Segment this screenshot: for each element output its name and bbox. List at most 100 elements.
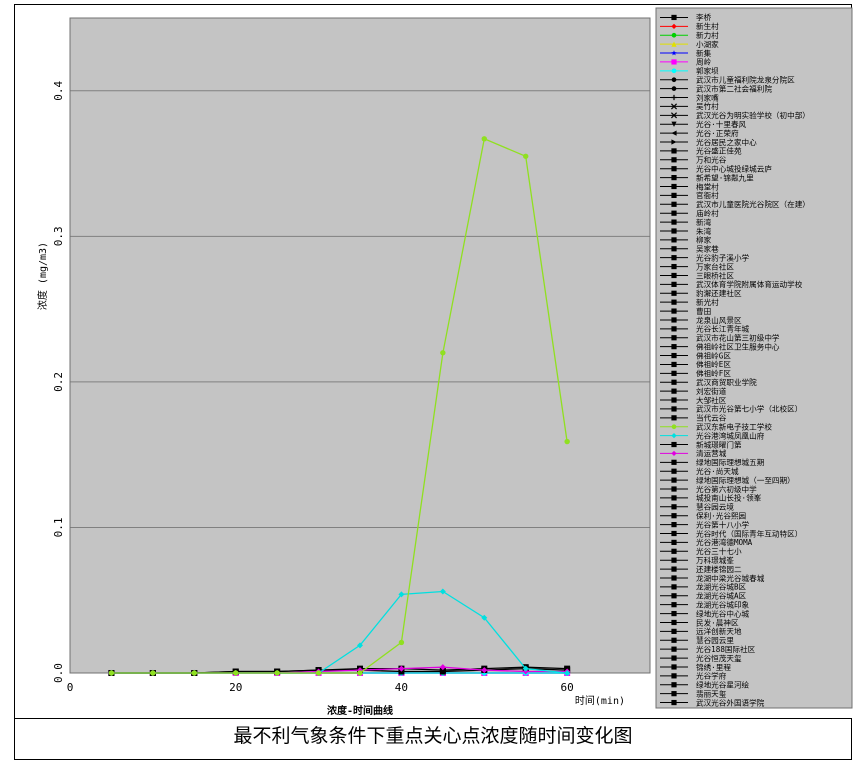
legend-item: 曹田 bbox=[660, 306, 711, 316]
legend-item: 官衙村 bbox=[660, 190, 719, 200]
legend-item: 光谷港湾城凤凰山府 bbox=[660, 430, 765, 440]
legend-marker bbox=[671, 575, 677, 581]
legend-marker bbox=[671, 441, 677, 448]
chart-title: 浓度-时间曲线 bbox=[327, 704, 393, 717]
legend-marker bbox=[671, 192, 677, 198]
legend-item: 光谷盛正佳苑 bbox=[660, 146, 742, 156]
data-point bbox=[108, 670, 115, 676]
data-point bbox=[564, 438, 570, 445]
legend-label: 新湾 bbox=[696, 217, 712, 227]
legend-item: 李桥 bbox=[660, 12, 712, 22]
legend-item: 小湖家 bbox=[660, 39, 719, 49]
legend-marker bbox=[671, 344, 677, 350]
legend-label: 万家台社区 bbox=[696, 261, 734, 271]
legend-label: 吴家巷 bbox=[696, 244, 719, 254]
legend-marker bbox=[670, 112, 678, 119]
legend-marker bbox=[671, 655, 677, 661]
legend-item: 锦绣·里程 bbox=[660, 662, 731, 672]
legend-marker bbox=[671, 183, 677, 190]
legend-item: 武汉商贸职业学院 bbox=[660, 377, 757, 387]
legend-marker bbox=[671, 637, 677, 643]
legend-marker bbox=[671, 602, 677, 608]
legend-label: 李桥 bbox=[696, 12, 712, 22]
legend-item: 柳家 bbox=[660, 235, 712, 245]
legend-label: 光谷·尚天城 bbox=[696, 466, 739, 476]
legend-marker bbox=[671, 237, 677, 243]
legend-label: 吴竹村 bbox=[696, 101, 719, 111]
legend-marker bbox=[671, 59, 677, 65]
x-tick-label: 40 bbox=[395, 681, 408, 694]
legend-label: 小湖家 bbox=[696, 39, 719, 49]
legend-label: 武汉市儿童福利院龙泉分院区 bbox=[696, 75, 795, 85]
legend-item: 保利·光谷熙园 bbox=[660, 511, 746, 521]
legend-item: 万和光谷 bbox=[660, 155, 727, 165]
legend-marker bbox=[671, 263, 677, 270]
legend-item: 大邹社区 bbox=[660, 395, 727, 405]
legend-item: 武汉市花山第三初级中学 bbox=[660, 333, 780, 343]
data-point bbox=[150, 670, 156, 676]
legend-label: 光谷三十七小 bbox=[696, 546, 742, 556]
legend-marker bbox=[671, 646, 677, 652]
legend-item: 武汉市儿童医院光谷院区（在建） bbox=[660, 199, 810, 209]
legend-item: 光谷第十八小学 bbox=[660, 519, 750, 529]
legend-label: 武汉光谷为明实验学校（初中部） bbox=[696, 110, 810, 120]
legend-item: 庙岭村 bbox=[660, 208, 719, 218]
legend-item: 光谷恒茂天玺 bbox=[660, 653, 742, 663]
legend-label: 翡丽天玺 bbox=[696, 688, 727, 698]
legend-item: 光谷长江青年城 bbox=[660, 324, 750, 334]
legend-marker bbox=[671, 352, 677, 359]
legend-item: 绿地光谷中心城 bbox=[660, 608, 750, 618]
legend-label: 远洋创新天地 bbox=[696, 626, 742, 636]
legend-label: 龙湖中梁光谷城春城 bbox=[696, 573, 765, 583]
legend-label: 曹田 bbox=[696, 306, 711, 316]
legend-marker bbox=[671, 539, 677, 545]
legend-item: 武汉东新电子技工学校 bbox=[660, 422, 772, 432]
legend-label: 新希望·锦粼九里 bbox=[696, 172, 754, 182]
legend-marker bbox=[671, 397, 677, 403]
legend-marker bbox=[671, 459, 677, 465]
legend-item: 光谷第六初级中学 bbox=[660, 484, 757, 494]
legend-item: 光谷三十七小 bbox=[660, 546, 742, 556]
legend-label: 光谷居民之家中心 bbox=[696, 137, 757, 147]
legend-item: 翡丽天玺 bbox=[660, 688, 727, 698]
legend-marker bbox=[671, 584, 677, 590]
plot-panel bbox=[70, 18, 650, 673]
legend-item: 新城璟曜门第 bbox=[660, 439, 742, 449]
y-tick-label: 0.1 bbox=[52, 518, 65, 538]
legend-label: 城投南山长投·领峯 bbox=[696, 493, 762, 503]
y-tick-label: 0.0 bbox=[52, 663, 65, 683]
legend-item: 万科璟城峯 bbox=[660, 555, 734, 565]
x-tick-label: 0 bbox=[67, 681, 74, 694]
legend-item: 新光村 bbox=[660, 297, 719, 307]
legend-label: 柳家 bbox=[696, 235, 712, 245]
legend-item: 武汉市儿童福利院龙泉分院区 bbox=[660, 75, 795, 85]
x-tick-label: 60 bbox=[561, 681, 574, 694]
legend-marker bbox=[671, 281, 677, 287]
legend-label: 武汉市第二社会福利院 bbox=[696, 83, 772, 93]
legend-marker bbox=[671, 370, 677, 376]
legend-item: 龙湖光谷城A区 bbox=[660, 591, 747, 601]
legend-item: 光谷学府 bbox=[660, 671, 727, 681]
legend-item: 万家台社区 bbox=[660, 261, 734, 271]
legend-item: 武汉市第二社会福利院 bbox=[660, 83, 772, 93]
legend-marker bbox=[671, 424, 677, 430]
legend-item: 佛祖岭社区卫生服务中心 bbox=[660, 341, 780, 351]
legend-marker bbox=[671, 486, 677, 492]
legend-label: 官衙村 bbox=[696, 190, 719, 200]
legend-marker bbox=[671, 50, 677, 56]
legend-label: 民发·晨神区 bbox=[696, 617, 739, 627]
legend-item: 佛祖岭G区 bbox=[660, 350, 731, 360]
legend-label: 光谷豹子溪小学 bbox=[696, 252, 750, 262]
legend-item: 龙湖中梁光谷城春城 bbox=[660, 573, 765, 583]
legend-label: 武汉商贸职业学院 bbox=[696, 377, 757, 387]
legend-marker bbox=[671, 504, 677, 510]
legend-label: 豹澥还建社区 bbox=[696, 288, 742, 298]
legend-label: 武汉市儿童医院光谷院区（在建） bbox=[696, 199, 810, 209]
data-point bbox=[522, 665, 529, 672]
legend-item: 光谷·尚天城 bbox=[660, 466, 739, 476]
data-point bbox=[398, 591, 405, 598]
legend-label: 光谷港湾城凤凰山府 bbox=[696, 430, 765, 440]
concentration-time-chart: 0.0 0.1 0.2 0.3 0.4 0 20 40 60 浓度 (mg/m3) 时间(min) 浓… bbox=[35, 7, 853, 718]
legend-label: 光谷第十八小学 bbox=[696, 519, 750, 529]
legend-label: 武汉市光谷第七小学（北校区） bbox=[696, 404, 802, 414]
